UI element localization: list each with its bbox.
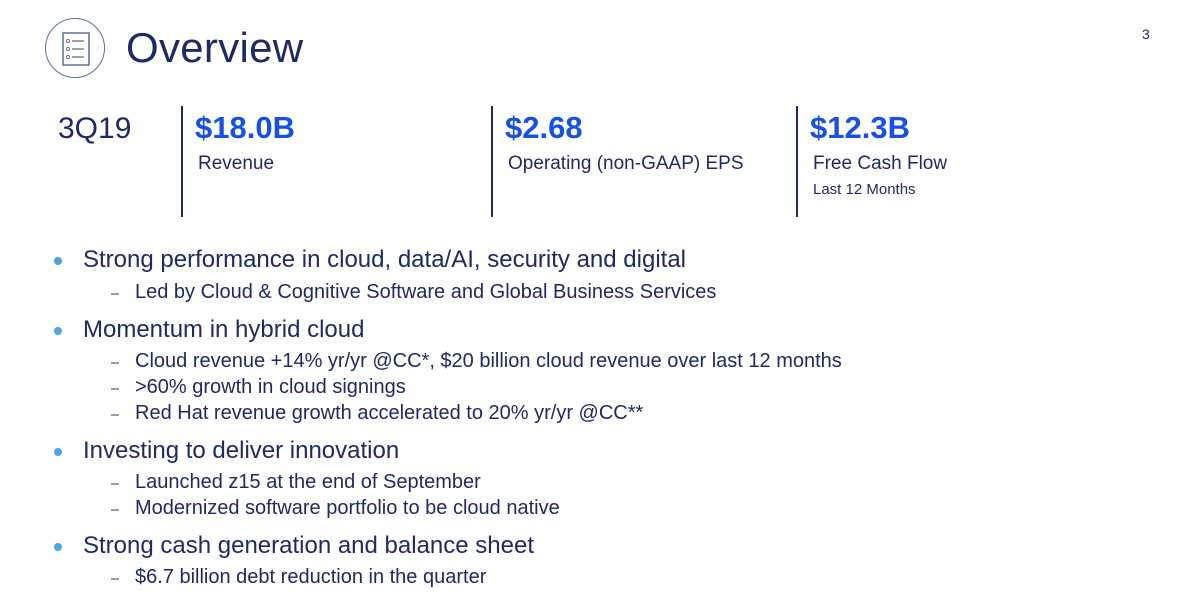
sub-bullet-text: Cloud revenue +14% yr/yr @CC*, $20 billi… [135, 350, 842, 372]
metric-sublabel: Last 12 Months [813, 181, 916, 198]
bullet-item: Momentum in hybrid cloud [54, 316, 365, 344]
metric-eps: $2.68 Operating (non-GAAP) EPS [491, 106, 786, 217]
metric-revenue: $18.0B Revenue [181, 106, 481, 217]
sub-bullet-item: Led by Cloud & Cognitive Software and Gl… [111, 281, 717, 304]
page-number: 3 [1142, 26, 1150, 42]
sub-bullet-item: >60% growth in cloud signings [111, 376, 406, 399]
bullet-dot-icon [54, 257, 62, 265]
bullet-text: Momentum in hybrid cloud [83, 316, 365, 343]
sub-bullet-text: Modernized software portfolio to be clou… [135, 497, 560, 519]
sub-bullet-item: Launched z15 at the end of September [111, 471, 481, 494]
sub-bullet-item: Red Hat revenue growth accelerated to 20… [111, 402, 644, 425]
page-title: Overview [126, 24, 304, 71]
metric-value: $18.0B [195, 110, 295, 145]
sub-bullet-text: $6.7 billion debt reduction in the quart… [135, 566, 487, 588]
bullet-dot-icon [54, 327, 62, 335]
dash-icon [111, 483, 119, 485]
dash-icon [111, 509, 119, 511]
sub-bullet-text: Launched z15 at the end of September [135, 471, 481, 493]
sub-bullet-item: Cloud revenue +14% yr/yr @CC*, $20 billi… [111, 350, 842, 373]
bullet-dot-icon [54, 543, 62, 551]
bullet-dot-icon [54, 448, 62, 456]
bullet-text: Strong performance in cloud, data/AI, se… [83, 246, 686, 273]
sub-bullet-text: >60% growth in cloud signings [135, 376, 406, 398]
sub-bullet-item: Modernized software portfolio to be clou… [111, 497, 560, 520]
bullet-text: Strong cash generation and balance sheet [83, 532, 534, 559]
metric-label: Operating (non-GAAP) EPS [508, 153, 744, 174]
metric-label: Revenue [198, 153, 275, 174]
bullet-item: Investing to deliver innovation [54, 437, 400, 465]
metric-label: Free Cash Flow [813, 153, 948, 174]
dash-icon [111, 388, 119, 390]
sub-bullet-text: Red Hat revenue growth accelerated to 20… [135, 402, 644, 424]
metric-value: $12.3B [810, 110, 910, 145]
sub-bullet-text: Led by Cloud & Cognitive Software and Gl… [135, 281, 717, 303]
bullet-item: Strong performance in cloud, data/AI, se… [54, 246, 686, 274]
sub-bullet-item: $6.7 billion debt reduction in the quart… [111, 566, 487, 589]
dash-icon [111, 578, 119, 580]
bullet-item: Strong cash generation and balance sheet [54, 532, 534, 560]
dash-icon [111, 293, 119, 295]
metric-free-cash-flow: $12.3B Free Cash Flow Last 12 Months [796, 106, 1096, 217]
period-label: 3Q19 [58, 112, 132, 145]
checklist-icon [45, 18, 105, 78]
dash-icon [111, 414, 119, 416]
bullet-text: Investing to deliver innovation [83, 437, 400, 464]
dash-icon [111, 362, 119, 364]
metric-value: $2.68 [505, 110, 583, 145]
